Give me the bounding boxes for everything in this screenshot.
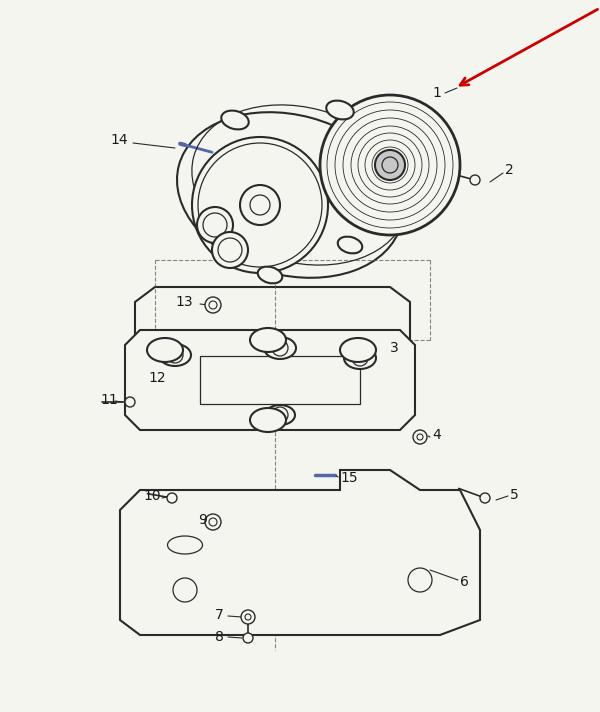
- Circle shape: [320, 95, 460, 235]
- Polygon shape: [125, 330, 415, 430]
- Circle shape: [125, 397, 135, 407]
- Text: 13: 13: [175, 295, 193, 309]
- Polygon shape: [120, 470, 480, 635]
- Text: 15: 15: [340, 471, 358, 485]
- Ellipse shape: [326, 100, 354, 120]
- Ellipse shape: [265, 405, 295, 425]
- Text: 2: 2: [505, 163, 514, 177]
- Text: 14: 14: [110, 133, 128, 147]
- Ellipse shape: [221, 110, 249, 130]
- Text: 7: 7: [215, 608, 224, 622]
- Text: 9: 9: [198, 513, 207, 527]
- Text: 11: 11: [100, 393, 118, 407]
- Ellipse shape: [264, 337, 296, 359]
- Circle shape: [413, 430, 427, 444]
- Circle shape: [197, 207, 233, 243]
- Circle shape: [375, 150, 405, 180]
- Circle shape: [243, 633, 253, 643]
- Text: 10: 10: [143, 489, 161, 503]
- Text: 6: 6: [460, 575, 469, 589]
- Circle shape: [205, 297, 221, 313]
- Circle shape: [167, 493, 177, 503]
- Text: 5: 5: [510, 488, 519, 502]
- Ellipse shape: [159, 344, 191, 366]
- Circle shape: [212, 232, 248, 268]
- Text: 12: 12: [148, 371, 166, 385]
- Ellipse shape: [340, 338, 376, 362]
- Ellipse shape: [250, 408, 286, 432]
- Circle shape: [470, 175, 480, 185]
- Bar: [190, 355, 370, 405]
- Ellipse shape: [250, 328, 286, 352]
- Polygon shape: [135, 287, 410, 372]
- Text: 1: 1: [432, 86, 441, 100]
- Ellipse shape: [344, 347, 376, 369]
- Ellipse shape: [147, 338, 183, 362]
- Polygon shape: [135, 340, 410, 425]
- Bar: [200, 356, 360, 404]
- Circle shape: [192, 137, 328, 273]
- Circle shape: [205, 514, 221, 530]
- Circle shape: [241, 610, 255, 624]
- Ellipse shape: [177, 112, 403, 278]
- Ellipse shape: [338, 236, 362, 253]
- Text: 8: 8: [215, 630, 224, 644]
- Circle shape: [480, 493, 490, 503]
- Text: 4: 4: [432, 428, 441, 442]
- Ellipse shape: [258, 266, 282, 283]
- Text: 3: 3: [390, 341, 399, 355]
